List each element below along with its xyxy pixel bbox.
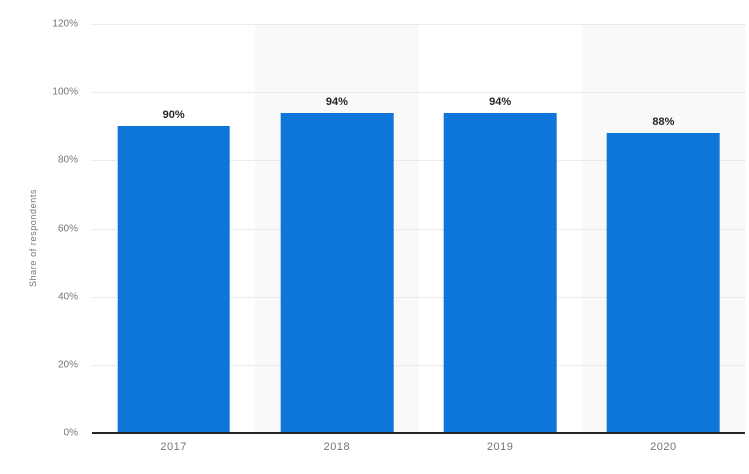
plot-area: 90% 94% 94% 88%: [92, 24, 745, 434]
y-tick-label: 60%: [57, 223, 78, 234]
gridline: [92, 296, 745, 298]
y-tick-label: 0%: [63, 427, 78, 439]
y-tick-label: 40%: [57, 291, 78, 303]
bar: [280, 112, 394, 433]
y-tick-label: 120%: [52, 18, 78, 30]
bar-group: 90%: [92, 109, 255, 433]
gridline: [92, 92, 745, 94]
bar: [607, 133, 720, 433]
bar: [443, 112, 557, 433]
bar: [117, 126, 230, 433]
x-axis-label: 2018: [323, 441, 351, 453]
y-axis-ticks: 0% 20% 40% 60% 80% 100% 120%: [0, 19, 78, 439]
gridline: [92, 24, 745, 25]
y-tick-label: 100%: [52, 86, 78, 98]
x-axis-line: [92, 432, 745, 434]
x-axis-label: 2020: [650, 441, 677, 453]
x-axis-label: 2019: [486, 441, 514, 453]
bar-group: 88%: [582, 116, 745, 433]
x-axis-labels: 2017 2018 2019 2020: [92, 441, 745, 453]
gridline: [92, 160, 745, 162]
bar-value-label: 90%: [162, 109, 185, 122]
gridline: [92, 364, 745, 366]
bar-value-label: 94%: [489, 95, 512, 108]
gridline: [92, 228, 745, 230]
bar-value-label: 94%: [325, 95, 348, 108]
y-tick-label: 20%: [57, 359, 78, 371]
y-tick-label: 80%: [57, 154, 78, 166]
bar-group: 94%: [419, 96, 582, 433]
x-axis-label: 2017: [160, 441, 187, 453]
bar-group: 94%: [255, 96, 418, 433]
bar-value-label: 88%: [652, 116, 675, 129]
